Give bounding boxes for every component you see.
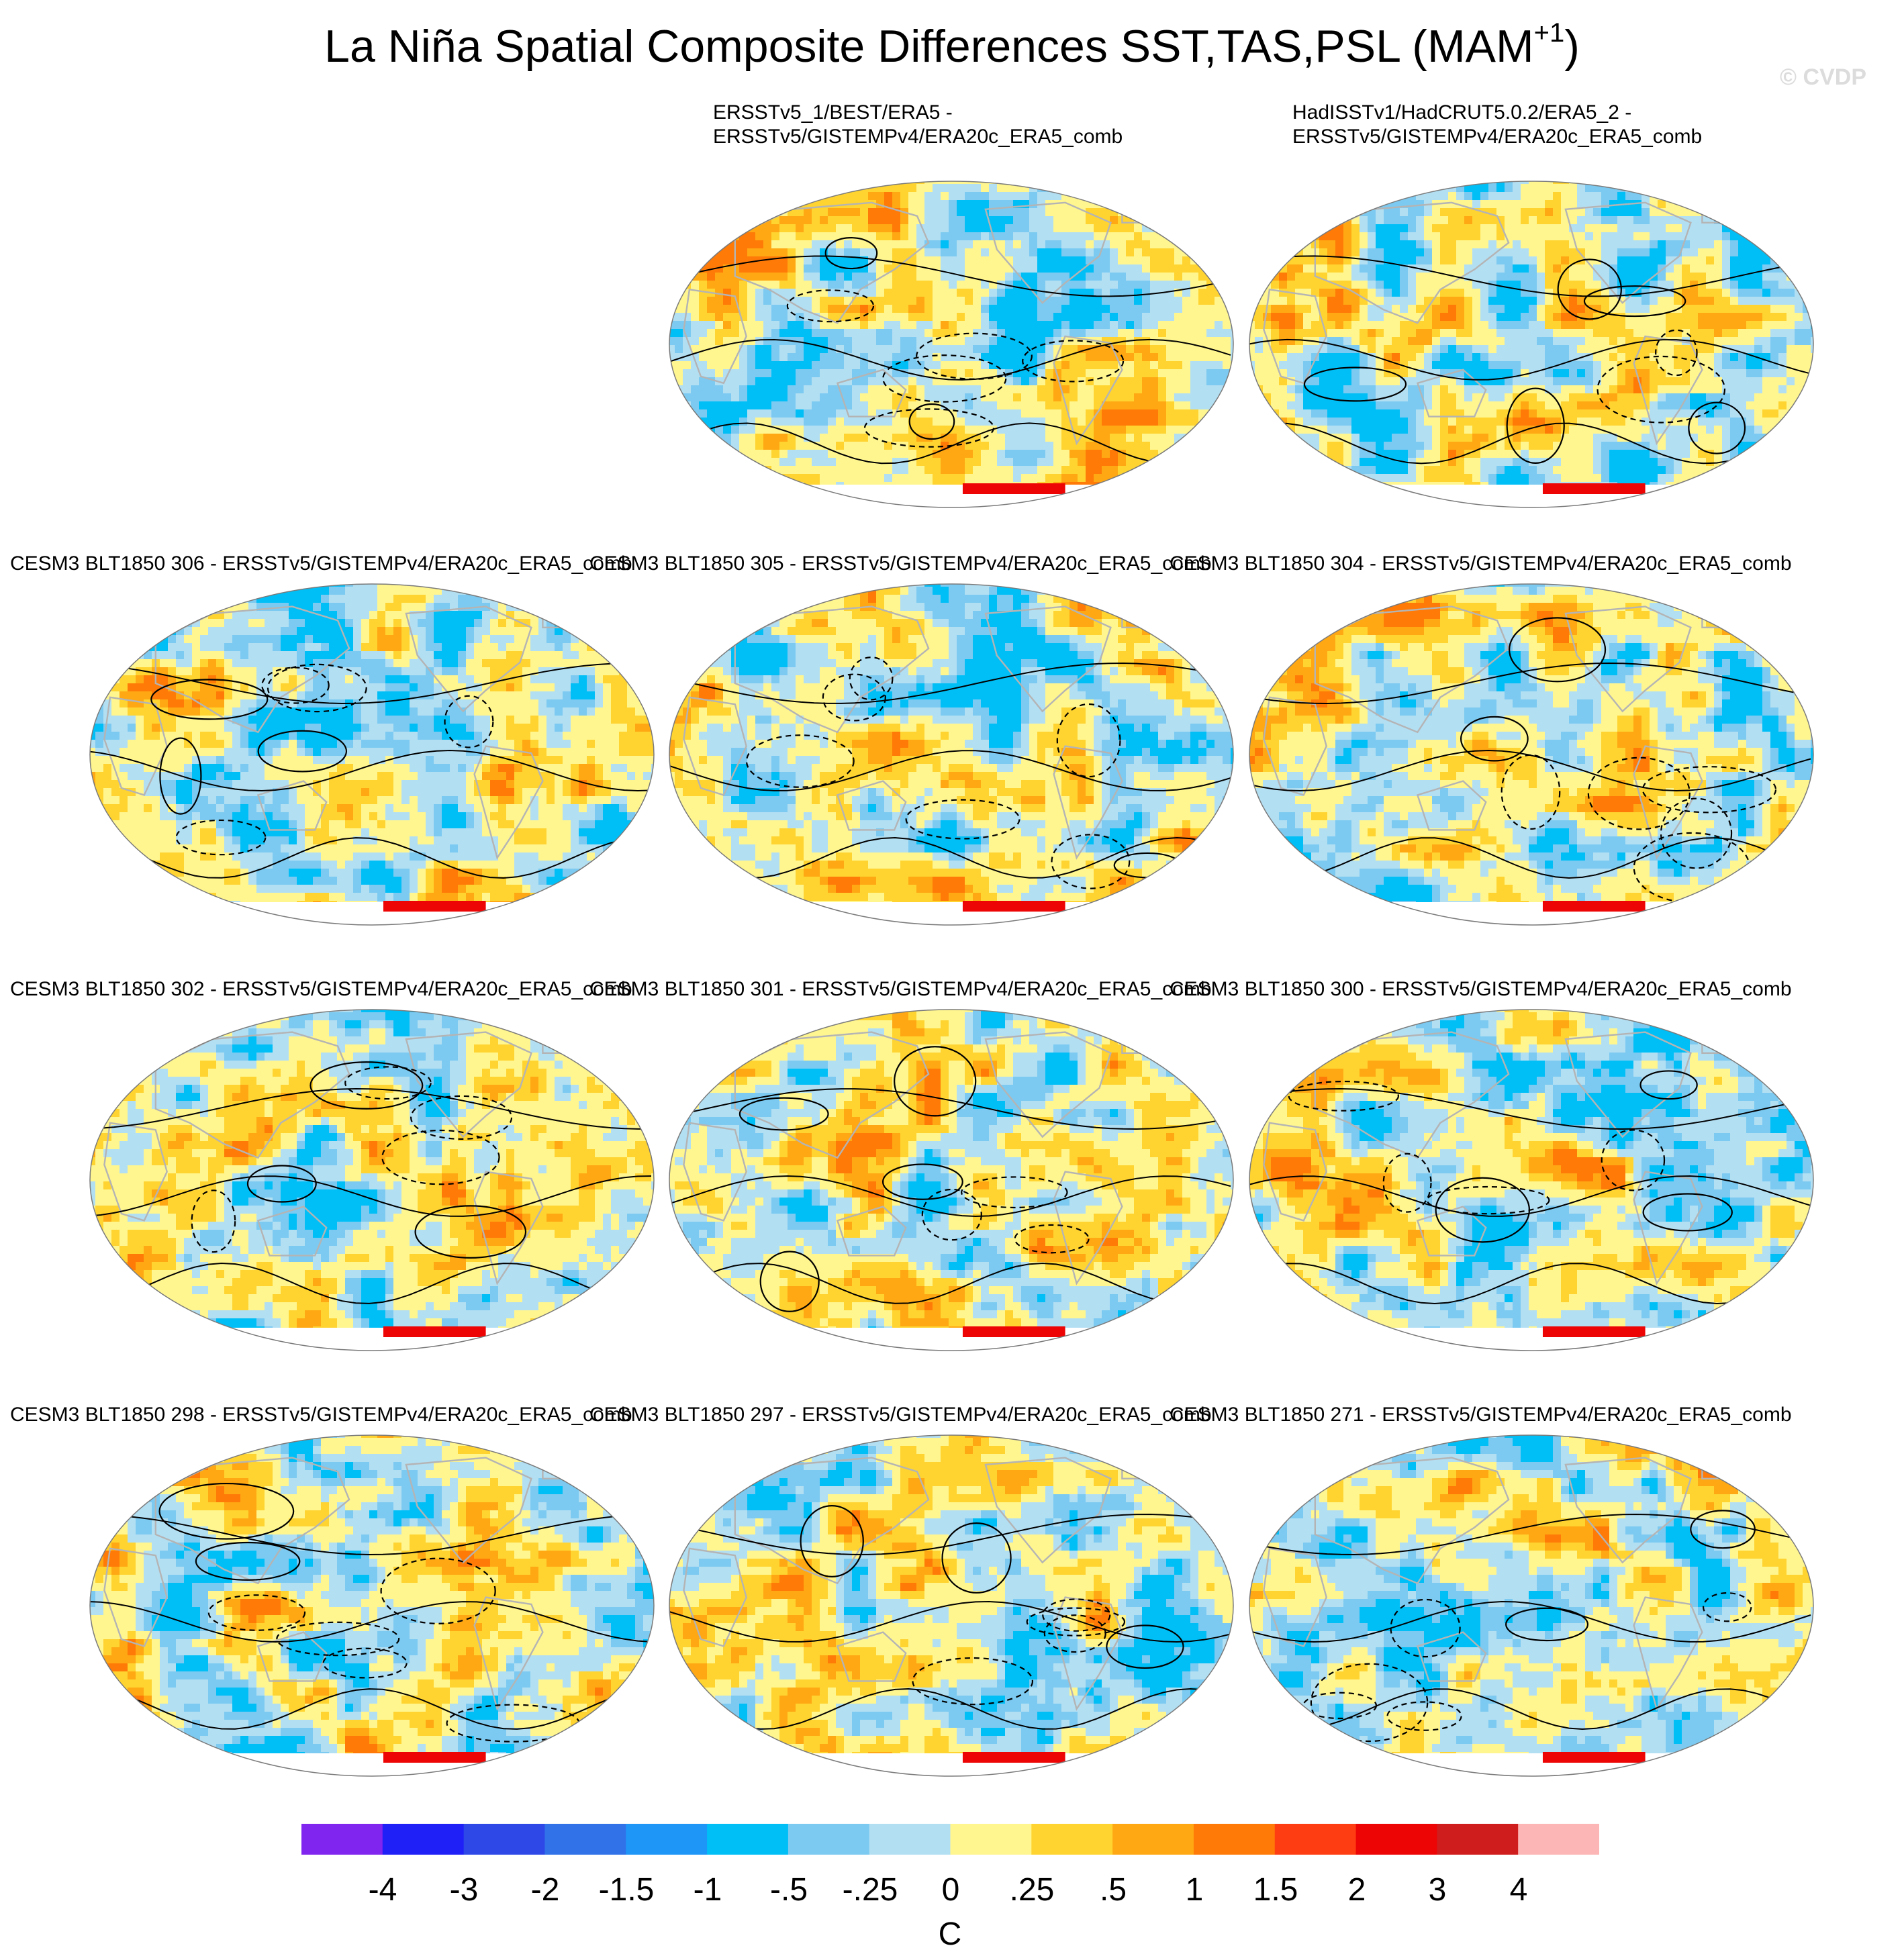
colorbar-swatch [1437, 1824, 1518, 1855]
colorbar-tick: -1.5 [599, 1871, 655, 1908]
panel-label-305: CESM3 BLT1850 305 - ERSSTv5/GISTEMPv4/ER… [589, 552, 1212, 576]
map-panel-300 [1247, 1004, 1816, 1353]
map-panel-306 [87, 579, 657, 928]
panel-label-300: CESM3 BLT1850 300 - ERSSTv5/GISTEMPv4/ER… [1170, 977, 1792, 1002]
colorbar-swatch [869, 1824, 951, 1855]
colorbar-tick: -3 [450, 1871, 479, 1908]
panel-label-298: CESM3 BLT1850 298 - ERSSTv5/GISTEMPv4/ER… [10, 1403, 632, 1427]
colorbar-tick: 3 [1429, 1871, 1447, 1908]
panel-label-306: CESM3 BLT1850 306 - ERSSTv5/GISTEMPv4/ER… [10, 552, 632, 576]
panel-label-304: CESM3 BLT1850 304 - ERSSTv5/GISTEMPv4/ER… [1170, 552, 1792, 576]
colorbar-swatch [1356, 1824, 1437, 1855]
colorbar [301, 1824, 1599, 1855]
map-panel-305 [667, 579, 1236, 928]
colorbar-swatch [707, 1824, 788, 1855]
panel-label-obs2: HadISSTv1/HadCRUT5.0.2/ERA5_2 - ERSSTv5/… [1292, 101, 1702, 149]
title-close: ) [1564, 21, 1580, 72]
colorbar-swatch [951, 1824, 1032, 1855]
colorbar-swatch [1518, 1824, 1599, 1855]
colorbar-swatch [383, 1824, 464, 1855]
colorbar-tick: 1.5 [1253, 1871, 1298, 1908]
colorbar-tick: .25 [1010, 1871, 1055, 1908]
colorbar-tick: -4 [369, 1871, 397, 1908]
colorbar-swatch [1112, 1824, 1194, 1855]
colorbar-tick: -.5 [770, 1871, 808, 1908]
colorbar-tick: -1 [694, 1871, 722, 1908]
map-panel-obs2 [1247, 176, 1816, 510]
map-panel-271 [1247, 1430, 1816, 1779]
cvdp-watermark: © CVDP [1780, 64, 1866, 91]
map-panel-304 [1247, 579, 1816, 928]
panel-label-297: CESM3 BLT1850 297 - ERSSTv5/GISTEMPv4/ER… [589, 1403, 1212, 1427]
colorbar-tick: 4 [1510, 1871, 1528, 1908]
colorbar-tick: 0 [942, 1871, 960, 1908]
panel-label-301: CESM3 BLT1850 301 - ERSSTv5/GISTEMPv4/ER… [589, 977, 1212, 1002]
map-panel-301 [667, 1004, 1236, 1353]
map-panel-obs1 [667, 176, 1236, 510]
colorbar-swatch [1275, 1824, 1356, 1855]
title-superscript: +1 [1534, 18, 1565, 48]
colorbar-swatch [544, 1824, 626, 1855]
colorbar-tick: 1 [1186, 1871, 1204, 1908]
colorbar-swatch [626, 1824, 707, 1855]
colorbar-tick: 2 [1348, 1871, 1366, 1908]
colorbar-swatch [1194, 1824, 1275, 1855]
map-panel-302 [87, 1004, 657, 1353]
colorbar-units: C [939, 1921, 962, 1948]
panel-label-271: CESM3 BLT1850 271 - ERSSTv5/GISTEMPv4/ER… [1170, 1403, 1792, 1427]
panel-label-obs1: ERSSTv5_1/BEST/ERA5 - ERSSTv5/GISTEMPv4/… [713, 101, 1123, 149]
colorbar-swatch [301, 1824, 383, 1855]
colorbar-swatch [1031, 1824, 1112, 1855]
map-panel-298 [87, 1430, 657, 1779]
map-panel-297 [667, 1430, 1236, 1779]
colorbar-tick: -.25 [843, 1871, 898, 1908]
colorbar-tick: -2 [531, 1871, 560, 1908]
colorbar-swatch [788, 1824, 869, 1855]
figure-title: La Niña Spatial Composite Differences SS… [0, 20, 1904, 72]
panel-label-302: CESM3 BLT1850 302 - ERSSTv5/GISTEMPv4/ER… [10, 977, 632, 1002]
title-main: La Niña Spatial Composite Differences SS… [324, 21, 1533, 72]
colorbar-tick: .5 [1100, 1871, 1127, 1908]
colorbar-swatch [464, 1824, 545, 1855]
